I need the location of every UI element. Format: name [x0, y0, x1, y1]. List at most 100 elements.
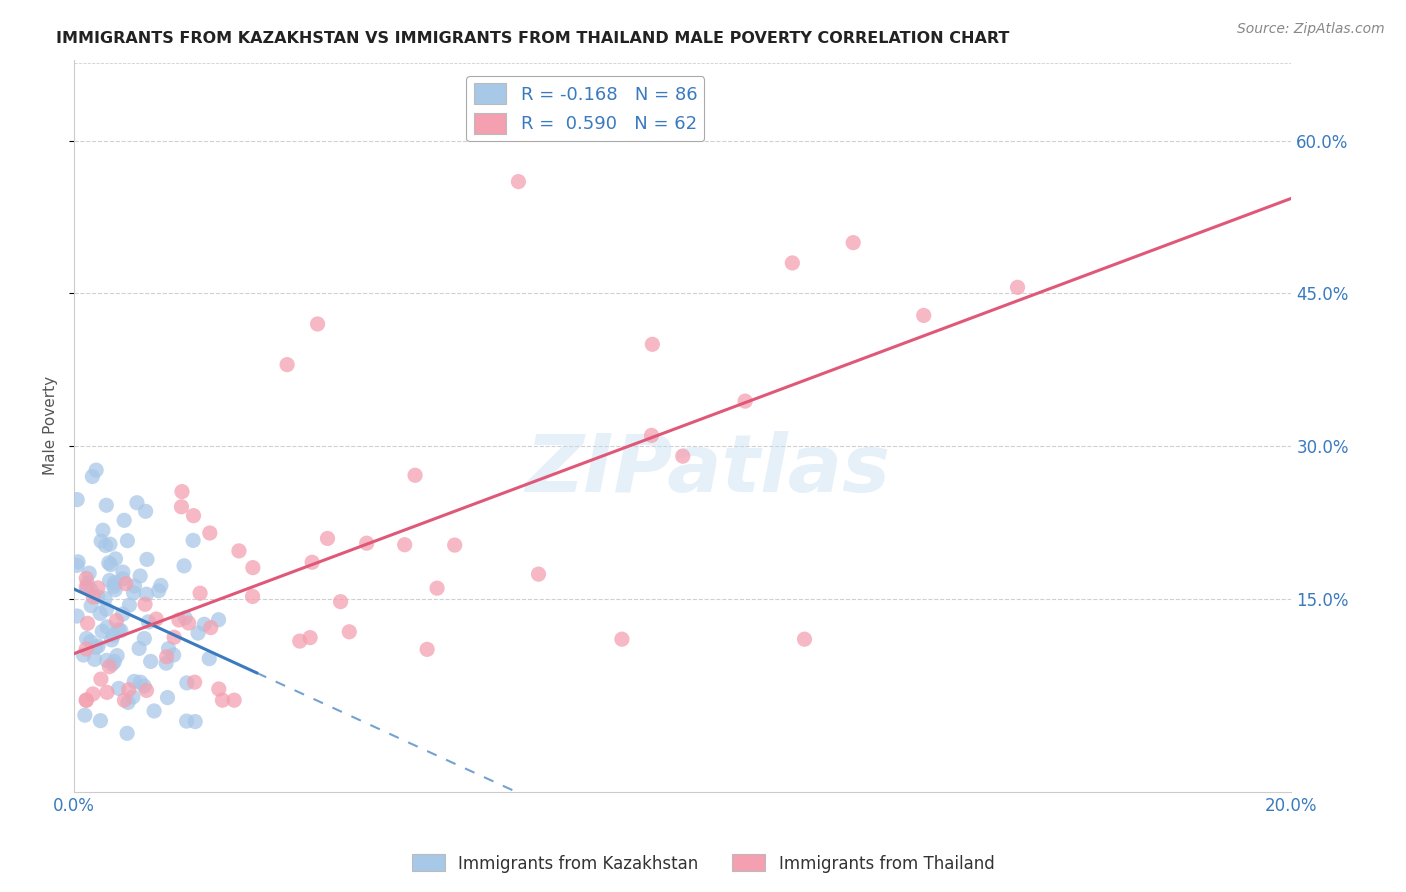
Point — [97, 556, 120, 570]
Point — [104, 552, 127, 566]
Point — [77, 566, 100, 581]
Point — [842, 235, 865, 250]
Point — [96, 685, 118, 699]
Point — [80, 582, 103, 597]
Point — [610, 632, 633, 647]
Point — [782, 256, 804, 270]
Point — [101, 657, 124, 671]
Point — [90, 672, 112, 686]
Point — [118, 682, 141, 697]
Point — [110, 624, 132, 638]
Point — [72, 648, 94, 662]
Point — [426, 581, 449, 595]
Point — [82, 590, 104, 604]
Point — [89, 607, 111, 621]
Point — [242, 560, 264, 574]
Point — [181, 533, 204, 548]
Point — [91, 624, 114, 639]
Point — [82, 687, 104, 701]
Point — [105, 614, 128, 628]
Point — [75, 693, 97, 707]
Point — [115, 726, 138, 740]
Point — [228, 544, 250, 558]
Point — [66, 492, 89, 507]
Point — [198, 526, 221, 541]
Point — [76, 632, 98, 646]
Point — [104, 582, 127, 597]
Point — [187, 626, 209, 640]
Point — [672, 449, 695, 463]
Text: IMMIGRANTS FROM KAZAKHSTAN VS IMMIGRANTS FROM THAILAND MALE POVERTY CORRELATION : IMMIGRANTS FROM KAZAKHSTAN VS IMMIGRANTS… — [56, 31, 1010, 46]
Point — [122, 585, 145, 599]
Point — [208, 681, 231, 696]
Point — [301, 555, 323, 569]
Point — [79, 634, 101, 648]
Point — [793, 632, 815, 647]
Point — [128, 641, 150, 656]
Text: ZIPatlas: ZIPatlas — [524, 431, 890, 508]
Point — [124, 579, 146, 593]
Point — [134, 679, 156, 693]
Point — [184, 714, 207, 729]
Point — [145, 612, 167, 626]
Point — [91, 523, 114, 537]
Point — [114, 576, 136, 591]
Point — [103, 579, 125, 593]
Point — [66, 558, 89, 573]
Point — [96, 620, 118, 634]
Point — [122, 674, 145, 689]
Point — [112, 693, 135, 707]
Point — [307, 317, 329, 331]
Point — [87, 639, 110, 653]
Point — [641, 337, 664, 351]
Point — [183, 675, 205, 690]
Point — [82, 469, 104, 483]
Point — [734, 394, 756, 409]
Point — [135, 504, 157, 518]
Point — [276, 358, 298, 372]
Point — [176, 676, 198, 690]
Point — [112, 513, 135, 527]
Point — [329, 594, 352, 608]
Point — [100, 632, 122, 647]
Point — [299, 631, 322, 645]
Point — [163, 630, 186, 644]
Point — [75, 642, 97, 657]
Point — [183, 508, 205, 523]
Point — [98, 537, 121, 551]
Point — [224, 693, 246, 707]
Point — [167, 613, 190, 627]
Point — [162, 648, 184, 662]
Point — [100, 558, 122, 572]
Point — [174, 611, 197, 625]
Point — [134, 597, 156, 611]
Point — [103, 628, 125, 642]
Point — [111, 565, 134, 579]
Point — [508, 175, 530, 189]
Point — [125, 496, 148, 510]
Point — [170, 500, 193, 514]
Point — [170, 484, 193, 499]
Point — [118, 598, 141, 612]
Point — [156, 649, 179, 664]
Point — [89, 714, 111, 728]
Point — [75, 693, 97, 707]
Point — [96, 602, 118, 616]
Point — [177, 615, 200, 630]
Point — [84, 463, 107, 477]
Point — [148, 583, 170, 598]
Point — [129, 675, 152, 690]
Point — [117, 533, 139, 548]
Point — [107, 681, 129, 696]
Point — [94, 591, 117, 606]
Point — [143, 704, 166, 718]
Point — [87, 581, 110, 595]
Point — [67, 555, 90, 569]
Point — [211, 693, 233, 707]
Point — [912, 309, 935, 323]
Point — [139, 655, 162, 669]
Point — [188, 586, 211, 600]
Text: Source: ZipAtlas.com: Source: ZipAtlas.com — [1237, 22, 1385, 37]
Legend: Immigrants from Kazakhstan, Immigrants from Thailand: Immigrants from Kazakhstan, Immigrants f… — [405, 847, 1001, 880]
Point — [98, 574, 121, 588]
